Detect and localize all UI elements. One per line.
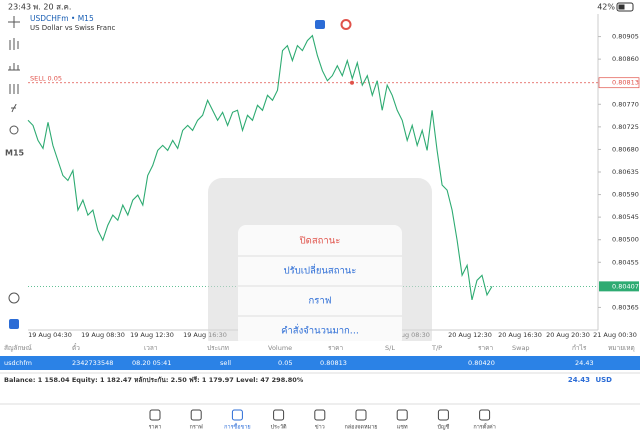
current-price-box — [599, 281, 639, 292]
tab-label[interactable]: ราคา — [149, 425, 162, 431]
current-price-label: 0.80407 — [612, 282, 639, 290]
objects-tool[interactable] — [9, 84, 19, 94]
y-tick-label: 0.80860 — [612, 55, 639, 63]
indicators-tool[interactable] — [8, 63, 20, 71]
status-date: พ. 20 ส.ค. — [33, 3, 71, 12]
one-click-icon[interactable] — [315, 20, 325, 29]
column-header[interactable]: ราคา — [478, 344, 493, 352]
total-profit: 24.43 — [568, 376, 590, 384]
sell-price-label: 0.80813 — [612, 79, 639, 87]
row-cell: 2342733548 — [72, 359, 113, 367]
y-tick-label: 0.80590 — [612, 191, 639, 199]
column-header[interactable]: S/L — [385, 344, 395, 352]
dialog-items: ปิดสถานะปรับเปลี่ยนสถานะกราฟคำสั่งจำนวนม… — [238, 236, 402, 337]
tab-icon[interactable] — [355, 409, 367, 421]
tab-icon[interactable] — [273, 409, 285, 421]
column-header[interactable]: ประเภท — [207, 344, 229, 352]
row-cell: 0.05 — [278, 359, 292, 367]
tab-icon[interactable] — [314, 409, 326, 421]
x-tick-label: 19 Aug 16:30 — [183, 331, 227, 339]
column-header[interactable]: เวลา — [144, 344, 158, 352]
tab-bar: ราคา กราฟ การซื้อขาย ประวัติ ข่าว กล่องจดหมาย… — [149, 409, 496, 431]
y-tick-label: 0.80680 — [612, 145, 639, 153]
shapes-tool[interactable] — [9, 125, 19, 135]
trade-button[interactable] — [9, 319, 19, 329]
column-header[interactable]: สัญลักษณ์ — [4, 344, 32, 352]
row-cell: 24.43 — [575, 359, 594, 367]
chart-type-tool[interactable] — [9, 38, 19, 50]
column-header[interactable]: Volume — [268, 344, 292, 352]
column-header[interactable]: หมายเหตุ — [608, 344, 635, 352]
chart-description: US Dollar vs Swiss Franc — [30, 24, 116, 32]
crosshair-tool[interactable] — [8, 16, 20, 28]
tab-label[interactable]: ประวัติ — [271, 424, 287, 431]
y-tick-label: 0.80905 — [612, 33, 639, 41]
tab-icon[interactable] — [396, 409, 408, 421]
tab-icon[interactable] — [231, 409, 243, 421]
left-toolbar — [8, 16, 20, 304]
battery-level — [618, 4, 625, 10]
x-tick-label: 21 Aug 00:30 — [593, 331, 637, 339]
x-tick-label: 20 Aug 16:30 — [498, 331, 542, 339]
tab-label[interactable]: กล่องจดหมาย — [344, 425, 377, 431]
status-time: 23:43 — [8, 3, 31, 12]
tab-label[interactable]: แชท — [397, 424, 408, 431]
tab-label[interactable]: การตั้งค่า — [473, 423, 495, 431]
x-tick-label: 19 Aug 08:30 — [81, 331, 125, 339]
y-tick-label: 0.80545 — [612, 213, 639, 221]
trade-entry-marker — [350, 80, 354, 85]
dialog-option[interactable]: คำสั่งจำนวนมาก... — [281, 324, 359, 337]
profit-currency: USD — [595, 376, 612, 384]
table-header-bg — [0, 341, 640, 355]
row-cell: 0.80420 — [468, 359, 495, 367]
sell-level-label: SELL 0.05 — [30, 75, 62, 83]
tab-label[interactable]: ข่าว — [315, 425, 325, 431]
tab-label[interactable]: กราฟ — [190, 424, 203, 431]
tab-icon[interactable] — [149, 409, 161, 421]
y-tick-label: 0.80770 — [612, 100, 639, 108]
selected-row[interactable] — [0, 356, 640, 370]
y-tick-label: 0.80635 — [612, 168, 639, 176]
timeframe-label[interactable]: M15 — [5, 149, 25, 158]
row-cell: 08.20 05:41 — [132, 359, 171, 367]
row-cell: 0.80813 — [320, 359, 347, 367]
tab-icon[interactable] — [190, 409, 202, 421]
tab-icon[interactable] — [437, 409, 449, 421]
column-header[interactable]: ราคา — [328, 344, 343, 352]
trade-table: สัญลักษณ์ ตั๋ว เวลา ประเภท Volume ราคา S/L T/P ร… — [4, 343, 635, 367]
column-header[interactable]: Swap — [512, 344, 530, 352]
price-line — [27, 34, 493, 301]
fibo-tool[interactable] — [11, 103, 17, 113]
tab-label[interactable]: การซื้อขาย — [224, 423, 250, 431]
x-tick-label: 19 Aug 04:30 — [28, 331, 72, 339]
zoom-tool[interactable] — [8, 292, 20, 304]
tab-icon[interactable] — [479, 409, 491, 421]
y-tick-label: 0.80365 — [612, 303, 639, 311]
tab-label[interactable]: บัญชี — [437, 424, 449, 431]
chart-symbol: USDCHFm • M15 — [30, 14, 94, 23]
status-battery: 42% — [597, 3, 615, 12]
sell-price-box — [598, 77, 640, 89]
x-tick-label: 20 Aug 20:30 — [546, 331, 590, 339]
sync-icon[interactable] — [340, 19, 352, 30]
dialog-option[interactable]: ปรับเปลี่ยนสถานะ — [284, 264, 357, 277]
row-cell: sell — [220, 359, 231, 367]
battery-icon — [616, 2, 634, 12]
y-tick-label: 0.80455 — [612, 258, 639, 266]
y-tick-label: 0.80500 — [612, 236, 639, 244]
account-summary: Balance: 1 158.04 Equity: 1 182.47 หลักป… — [4, 376, 304, 384]
dialog-option[interactable]: กราฟ — [309, 296, 332, 307]
column-header[interactable]: กำไร — [572, 344, 587, 352]
row-cell: usdchfm — [4, 359, 32, 367]
column-header[interactable]: T/P — [431, 344, 442, 352]
dialog-option[interactable]: ปิดสถานะ — [299, 236, 341, 247]
y-tick-label: 0.80725 — [612, 123, 639, 131]
column-header[interactable]: ตั๋ว — [72, 343, 80, 352]
x-tick-label: 20 Aug 12:30 — [448, 331, 492, 339]
x-tick-label: 19 Aug 12:30 — [130, 331, 174, 339]
